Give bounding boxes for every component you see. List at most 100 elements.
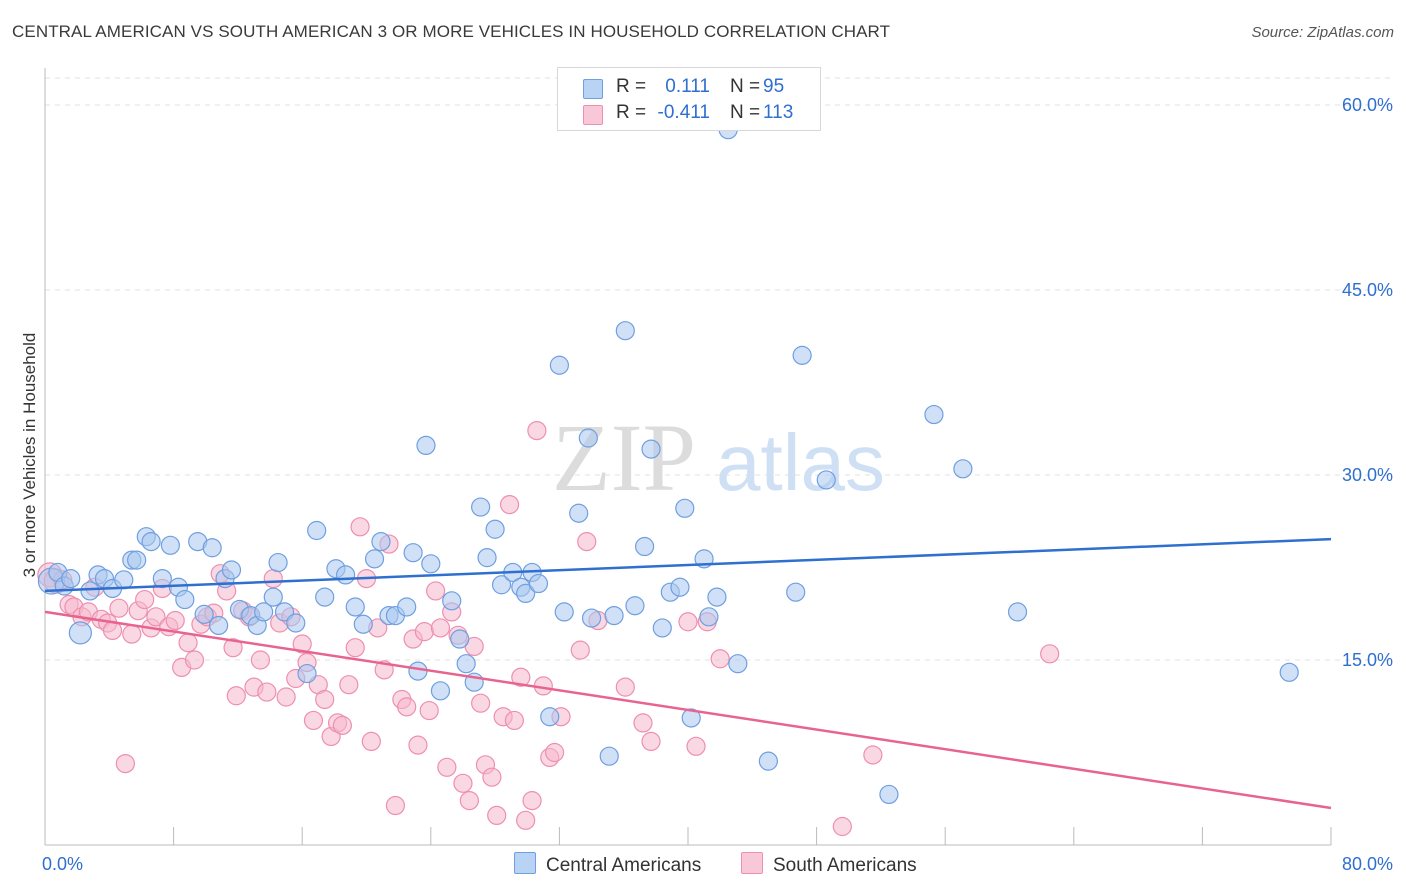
y-tick-label: 15.0% — [1342, 650, 1393, 670]
central-americans-point — [728, 654, 748, 674]
source-label: Source: ZipAtlas.com — [1251, 24, 1394, 41]
south-americans-point — [570, 640, 590, 660]
central-americans-point — [670, 577, 690, 597]
central-americans-point — [604, 605, 624, 626]
central-americans-point — [194, 604, 214, 624]
south-americans-point — [385, 795, 406, 816]
south-americans-point — [350, 517, 370, 537]
south-americans-point — [678, 612, 698, 632]
legend-item-central-americans[interactable]: Central Americans — [514, 852, 701, 877]
central-americans-point — [879, 784, 899, 805]
central-americans-point — [634, 536, 655, 557]
central-americans-point — [416, 435, 436, 455]
south-americans-point — [408, 735, 428, 755]
central-americans-point — [516, 583, 536, 604]
legend-n-value: 95 — [763, 76, 785, 97]
south-americans-point — [223, 638, 243, 658]
central-americans-point — [254, 602, 274, 622]
south-americans-point — [250, 650, 271, 670]
watermark-atlas: atlas — [716, 418, 885, 507]
legend-swatch-pink — [741, 852, 763, 874]
central-americans-point — [625, 596, 645, 616]
south-americans-point — [122, 624, 142, 644]
south-americans-point — [1040, 644, 1060, 664]
central-americans-point — [450, 629, 470, 649]
legend-row-south: R = -0.411 N = 113 — [558, 101, 820, 127]
central-americans-point — [430, 681, 451, 701]
central-americans-points — [37, 120, 1299, 805]
central-americans-point — [816, 470, 836, 490]
central-americans-point — [141, 531, 161, 552]
central-americans-point — [924, 404, 944, 425]
central-americans-point — [61, 568, 81, 589]
legend-row-central: R = 0.111 N = 95 — [558, 75, 820, 101]
central-americans-point — [652, 618, 672, 638]
watermark-zip: ZIP — [552, 404, 696, 511]
central-americans-point — [175, 589, 195, 610]
south-americans-point — [430, 618, 451, 638]
central-americans-point — [221, 560, 242, 580]
central-americans-point — [403, 543, 423, 563]
south-americans-point — [178, 633, 198, 653]
central-americans-point — [408, 661, 428, 681]
central-americans-point — [953, 459, 973, 479]
south-americans-point — [361, 731, 381, 752]
central-americans-point — [599, 746, 619, 766]
central-americans-point — [307, 520, 327, 541]
south-americans-point — [487, 805, 507, 826]
central-americans-point — [549, 355, 570, 375]
central-americans-point — [353, 614, 373, 634]
south-americans-point — [109, 598, 129, 618]
central-americans-point — [286, 613, 306, 633]
y-tick-label: 30.0% — [1342, 465, 1393, 485]
legend-label-central: Central Americans — [546, 855, 702, 876]
south-americans-point — [482, 767, 502, 787]
south-americans-point — [832, 816, 852, 837]
south-americans-point — [115, 753, 135, 774]
legend-r-label: R = — [616, 76, 647, 97]
legend-swatch-pink — [583, 105, 603, 125]
south-americans-point — [641, 731, 661, 752]
legend-r-value: -0.411 — [657, 102, 710, 123]
south-americans-point — [577, 531, 597, 552]
legend-n-label: N = — [730, 76, 761, 97]
central-americans-point — [297, 663, 317, 684]
central-americans-point — [477, 548, 497, 568]
south-americans-points — [37, 421, 1060, 837]
central-americans-point — [421, 554, 441, 574]
central-americans-point — [202, 538, 222, 558]
central-americans-point — [152, 568, 172, 589]
legend-swatch-blue — [583, 79, 603, 99]
central-americans-point — [786, 582, 806, 602]
central-americans-point — [681, 708, 701, 728]
south-americans-point — [303, 710, 324, 731]
south-americans-point — [471, 693, 491, 713]
central-americans-point — [578, 428, 598, 448]
central-americans-point — [675, 498, 695, 518]
legend-n-value: 113 — [763, 102, 794, 123]
central-americans-point — [699, 607, 719, 627]
legend-r-label: R = — [616, 102, 647, 123]
central-americans-point — [758, 751, 778, 771]
legend-item-south-americans[interactable]: South Americans — [741, 852, 917, 877]
stats-legend: R = 0.111 N = 95 R = -0.411 N = 113 — [557, 67, 821, 131]
south-americans-point — [459, 790, 479, 811]
central-americans-point — [397, 597, 417, 617]
central-americans-point — [569, 503, 589, 523]
central-americans-point — [615, 321, 635, 341]
central-americans-point — [268, 552, 288, 573]
central-americans-point — [114, 570, 134, 590]
south-americans-trend-line — [44, 610, 1332, 810]
series-legend: Central Americans South Americans — [0, 852, 1406, 878]
south-americans-point — [527, 421, 547, 441]
y-axis-title: 3 or more Vehicles in Household — [20, 333, 39, 578]
central-americans-point — [528, 573, 549, 594]
central-americans-point — [442, 591, 462, 611]
south-americans-point — [263, 568, 283, 589]
axes — [44, 68, 1332, 846]
south-americans-point — [339, 675, 359, 695]
south-americans-point — [710, 649, 730, 669]
south-americans-point — [345, 638, 365, 658]
central-americans-point — [80, 581, 100, 601]
central-americans-point — [540, 707, 560, 727]
